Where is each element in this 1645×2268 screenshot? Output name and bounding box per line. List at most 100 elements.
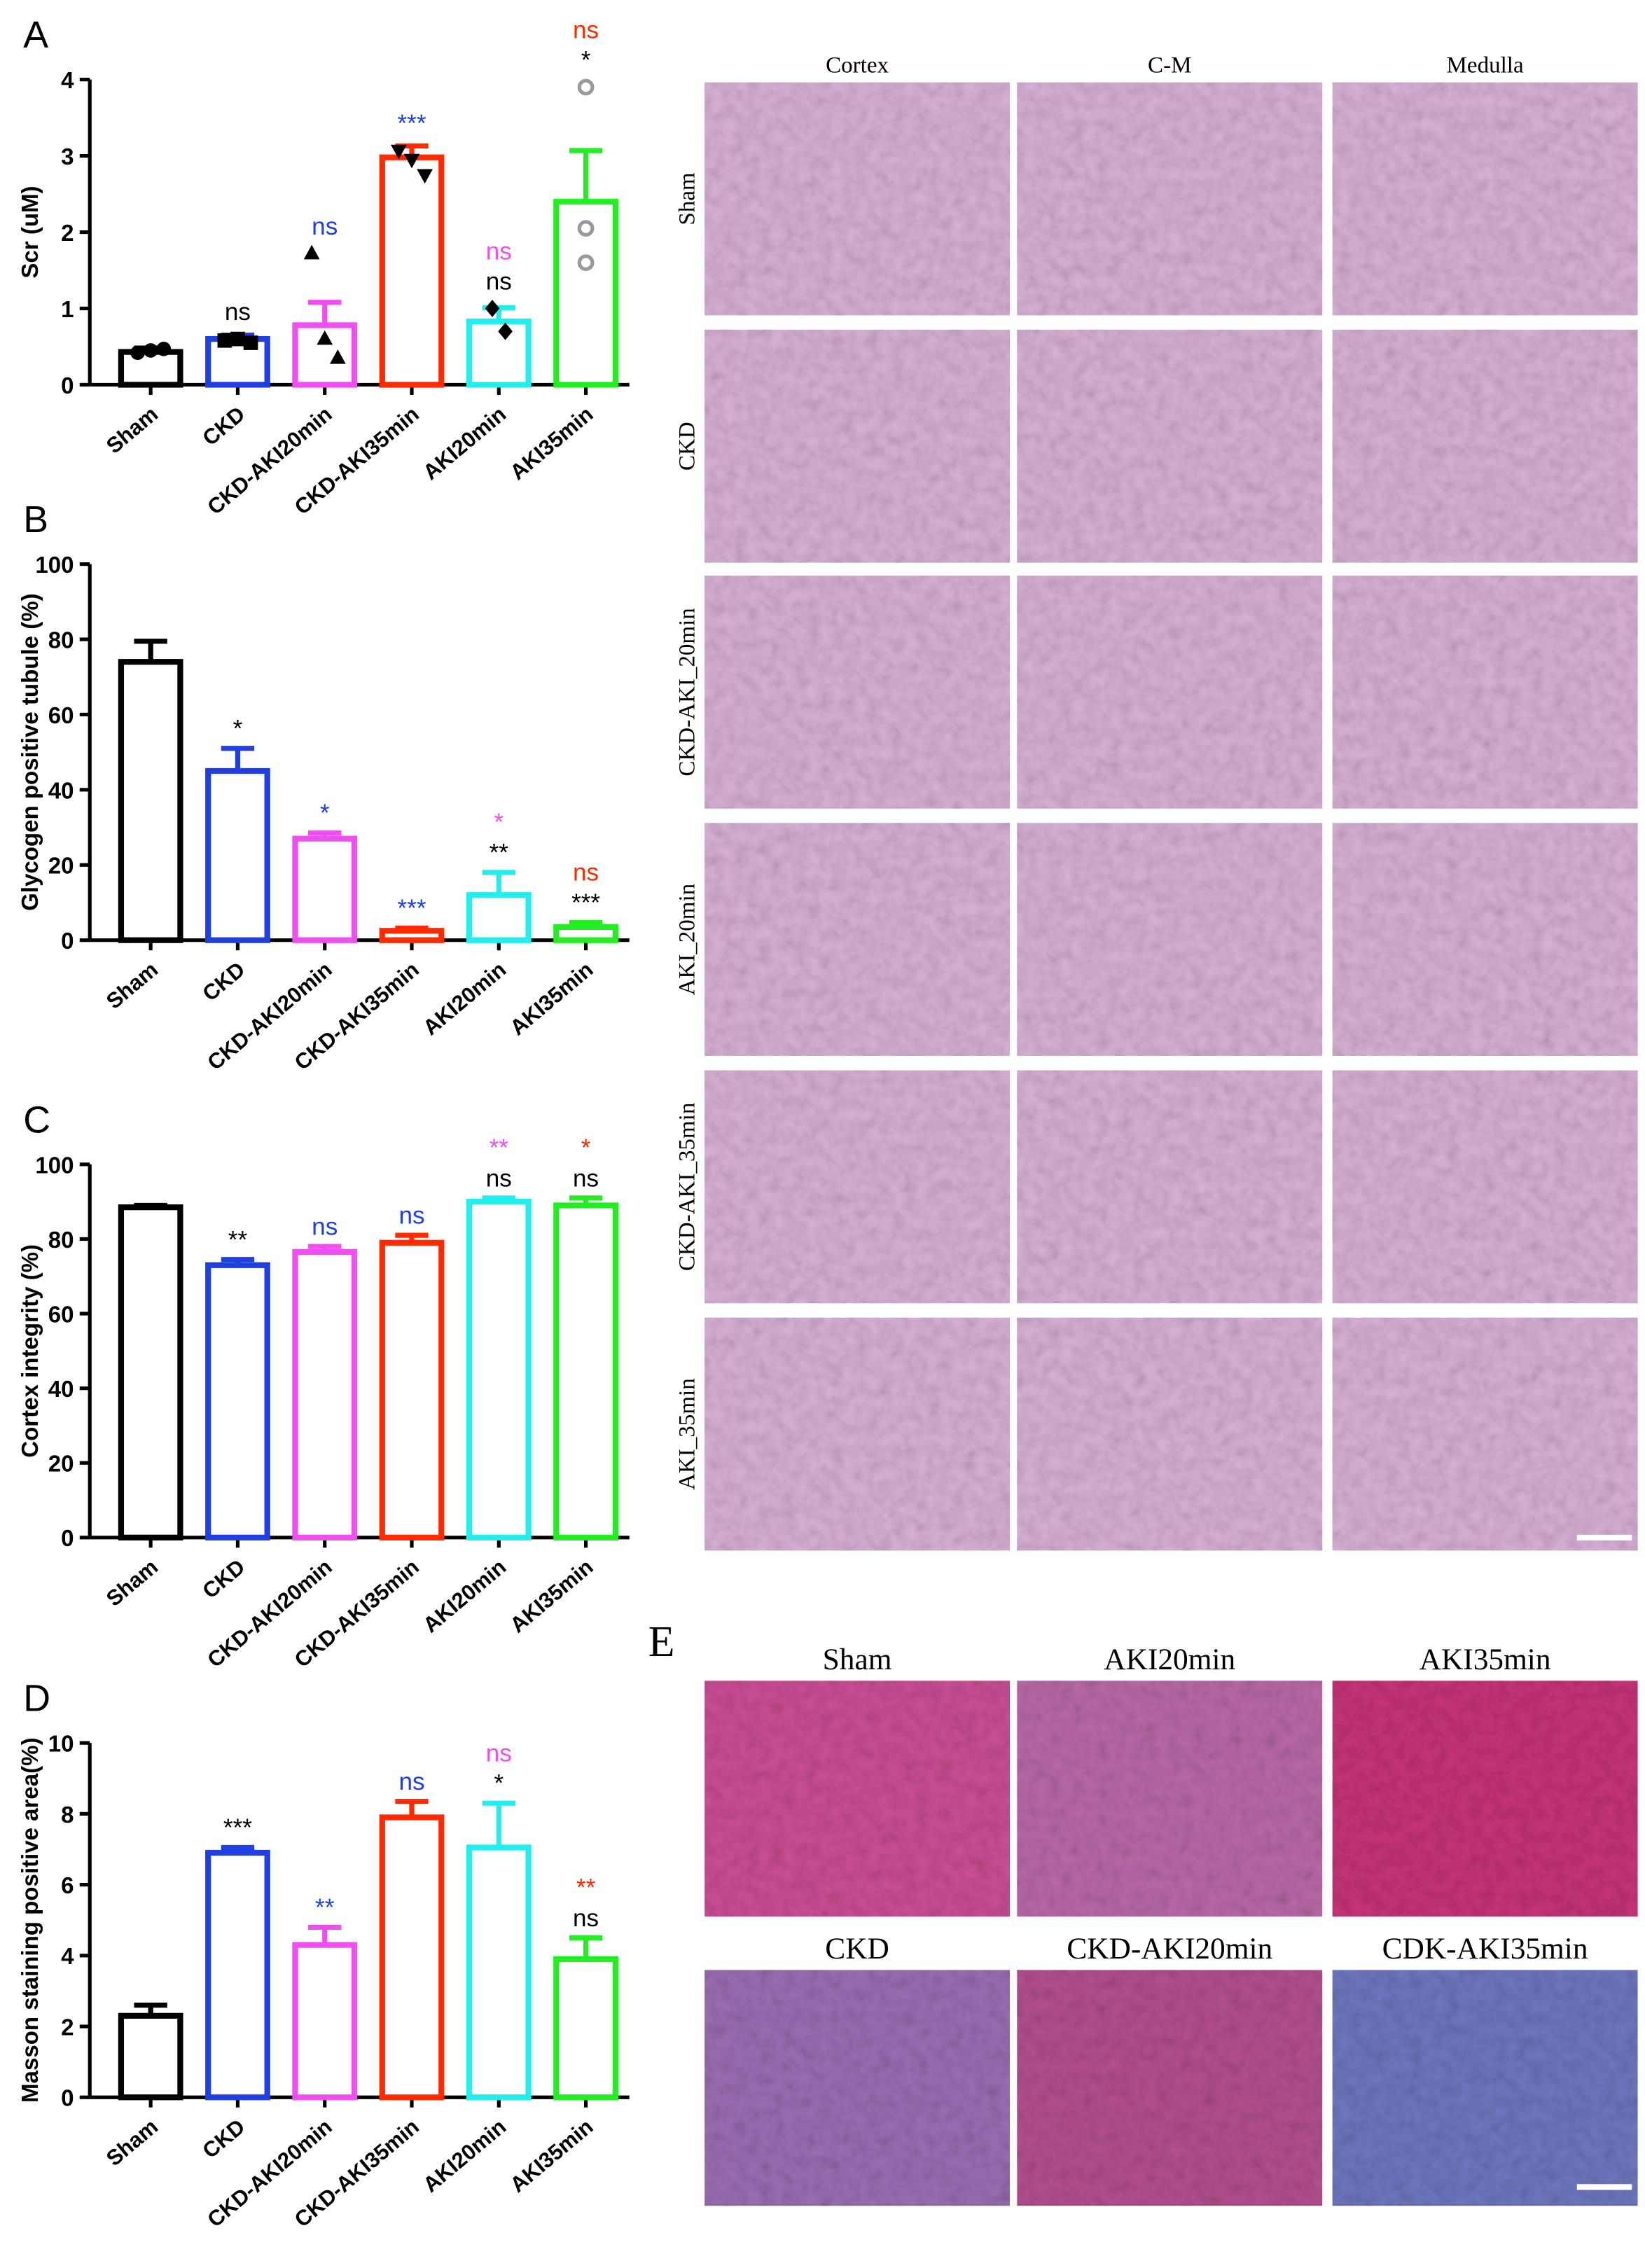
bar bbox=[466, 1199, 532, 1540]
image-title: CKD-AKI20min bbox=[1067, 1932, 1272, 1966]
x-tick-label: AKI35min bbox=[506, 1554, 598, 1638]
micrograph bbox=[1017, 576, 1323, 809]
micrograph bbox=[1332, 823, 1638, 1056]
micrograph bbox=[704, 1070, 1011, 1304]
x-tick-label: AKI35min bbox=[506, 957, 598, 1041]
data-point bbox=[577, 254, 595, 272]
x-tick-label: Sham bbox=[102, 401, 162, 458]
image-title: AKI35min bbox=[1420, 1643, 1551, 1676]
micrograph bbox=[1332, 1317, 1638, 1551]
significance-label: * bbox=[494, 1770, 504, 1797]
x-tick-label: Sham bbox=[102, 2114, 162, 2171]
y-tick-label: 0 bbox=[61, 2086, 74, 2112]
panel-label: D bbox=[23, 1678, 50, 1720]
y-tick-label: 40 bbox=[48, 1377, 74, 1403]
micrograph bbox=[704, 1681, 1011, 1917]
y-tick-label: 80 bbox=[48, 1227, 74, 1253]
data-point bbox=[403, 153, 420, 169]
y-axis-title: Masson staining positive area(%) bbox=[18, 1737, 43, 2103]
x-tick-label: CKD bbox=[197, 1554, 249, 1603]
data-point bbox=[485, 300, 500, 317]
data-point bbox=[230, 331, 245, 347]
image-title: CKD bbox=[825, 1932, 889, 1966]
data-point bbox=[329, 349, 346, 364]
x-tick-label: Sham bbox=[102, 1554, 162, 1611]
micrograph bbox=[1017, 1317, 1323, 1551]
data-point bbox=[577, 220, 595, 237]
y-tick-label: 2 bbox=[61, 221, 74, 246]
x-tick-label: AKI20min bbox=[418, 401, 511, 485]
y-tick-label: 0 bbox=[61, 373, 74, 399]
micrograph bbox=[704, 823, 1011, 1056]
micrograph bbox=[704, 82, 1011, 316]
bar bbox=[553, 1956, 618, 2101]
y-tick-label: 100 bbox=[35, 552, 74, 578]
data-point bbox=[417, 169, 433, 184]
bar bbox=[379, 928, 445, 943]
bar bbox=[118, 659, 183, 943]
y-tick-label: 4 bbox=[61, 1944, 74, 1970]
row-label: AKI_20min bbox=[675, 883, 700, 995]
significance-label: ns bbox=[486, 237, 512, 265]
x-tick-label: CKD bbox=[197, 2114, 249, 2163]
significance-label: ns bbox=[398, 1768, 424, 1795]
data-point bbox=[217, 333, 232, 348]
y-tick-label: 100 bbox=[35, 1153, 74, 1178]
row-label: CKD bbox=[675, 422, 700, 471]
panel-label: A bbox=[23, 14, 48, 56]
row-label: AKI_35min bbox=[675, 1378, 700, 1490]
micrograph bbox=[1017, 1070, 1323, 1304]
significance-label: * bbox=[581, 1134, 591, 1162]
micrograph bbox=[704, 329, 1011, 563]
x-tick-label: Sham bbox=[102, 957, 162, 1014]
y-tick-label: 60 bbox=[48, 703, 74, 729]
y-tick-label: 3 bbox=[61, 144, 74, 170]
row-label: CKD-AKI_35min bbox=[675, 1102, 700, 1271]
micrograph bbox=[1332, 1681, 1638, 1917]
significance-label: *** bbox=[571, 889, 600, 917]
micrograph bbox=[704, 1970, 1011, 2206]
y-axis-title: Scr (uM) bbox=[18, 186, 43, 278]
significance-label: ** bbox=[315, 1894, 335, 1921]
y-axis-title: Glycogen positive tubule (%) bbox=[18, 593, 43, 911]
significance-label: ns bbox=[486, 1739, 512, 1767]
bar bbox=[118, 2012, 183, 2101]
y-tick-label: 20 bbox=[48, 854, 74, 879]
significance-label: * bbox=[233, 715, 243, 742]
bar bbox=[379, 1239, 445, 1540]
y-tick-label: 20 bbox=[48, 1452, 74, 1477]
y-tick-label: 1 bbox=[61, 297, 74, 323]
y-tick-label: 40 bbox=[48, 778, 74, 804]
panel-label: B bbox=[23, 499, 48, 541]
bar bbox=[553, 1202, 618, 1540]
significance-label: *** bbox=[398, 895, 426, 922]
micrograph bbox=[1017, 1681, 1323, 1917]
significance-label: * bbox=[320, 800, 330, 827]
y-tick-label: 10 bbox=[48, 1732, 74, 1758]
bar bbox=[292, 835, 358, 943]
micrograph bbox=[704, 1317, 1011, 1551]
panel-label: C bbox=[23, 1099, 50, 1141]
significance-label: * bbox=[494, 809, 504, 836]
significance-label: ** bbox=[228, 1226, 248, 1253]
y-tick-label: 0 bbox=[61, 928, 74, 954]
significance-label: ns bbox=[486, 1164, 512, 1192]
bar bbox=[379, 154, 445, 388]
bar bbox=[118, 1204, 183, 1540]
significance-label: *** bbox=[398, 110, 426, 137]
column-header: C-M bbox=[1148, 53, 1191, 78]
data-point bbox=[577, 78, 595, 96]
significance-label: ns bbox=[312, 1213, 338, 1241]
row-label: CKD-AKI_20min bbox=[675, 608, 700, 777]
bar bbox=[205, 767, 270, 943]
bar bbox=[205, 1262, 270, 1540]
y-tick-label: 2 bbox=[61, 2015, 74, 2040]
x-tick-label: AKI35min bbox=[506, 2114, 598, 2197]
x-tick-label: CKD bbox=[197, 401, 249, 450]
column-header: Medulla bbox=[1447, 53, 1524, 78]
image-title: AKI20min bbox=[1104, 1643, 1235, 1676]
significance-label: ns bbox=[573, 16, 599, 43]
data-point bbox=[303, 244, 320, 260]
